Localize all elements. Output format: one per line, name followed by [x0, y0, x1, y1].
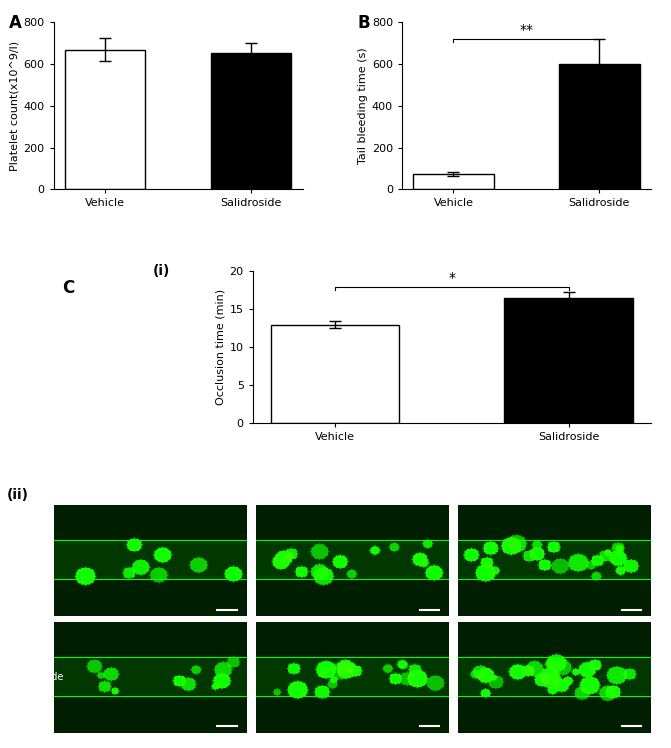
Bar	[65, 49, 145, 189]
Bar	[505, 298, 633, 423]
Y-axis label: Platelet count(x10^9/l): Platelet count(x10^9/l)	[9, 41, 19, 171]
Bar	[413, 174, 494, 189]
Title: 10 min: 10 min	[333, 494, 372, 504]
Bar	[211, 52, 291, 189]
Text: C: C	[62, 279, 74, 297]
Y-axis label: Occlusion time (min): Occlusion time (min)	[215, 289, 225, 405]
Text: **: **	[519, 23, 533, 37]
Text: *: *	[448, 271, 456, 285]
Text: Salidroside: Salidroside	[10, 672, 64, 682]
Title: 5 min: 5 min	[134, 494, 166, 504]
Bar	[271, 325, 399, 423]
Title: 15 min: 15 min	[535, 494, 574, 504]
Text: Vehicle: Vehicle	[10, 556, 45, 565]
Text: B: B	[357, 14, 370, 32]
Text: (ii): (ii)	[7, 488, 29, 502]
Text: A: A	[9, 14, 21, 32]
Bar	[560, 64, 639, 189]
Y-axis label: Tail bleeding time (s): Tail bleeding time (s)	[358, 48, 368, 165]
Text: (i): (i)	[153, 264, 170, 278]
